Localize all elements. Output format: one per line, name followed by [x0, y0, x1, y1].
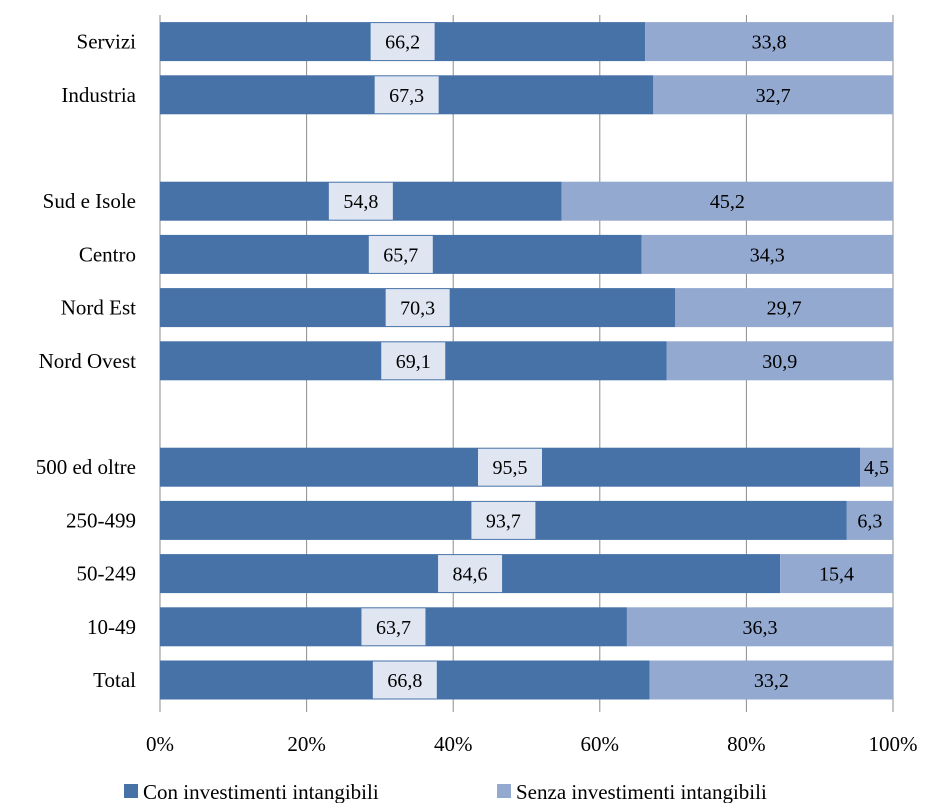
category-labels: Servizi Industria Sud e Isole Centro Nord Es…	[36, 30, 137, 692]
bar-senza-investimenti	[645, 22, 893, 62]
data-label: 67,3	[389, 85, 424, 107]
bar-senza-investimenti	[675, 288, 893, 328]
category-label: Total	[93, 668, 136, 692]
x-tick-label: 100%	[869, 732, 918, 756]
data-label: 36,3	[742, 617, 777, 639]
data-label: 84,6	[453, 564, 488, 586]
data-label-box	[370, 23, 435, 61]
bar-senza-investimenti	[653, 75, 893, 115]
category-label: Nord Ovest	[39, 349, 137, 373]
data-label: 33,8	[752, 32, 787, 54]
bar-senza-investimenti	[846, 500, 893, 540]
data-label: 70,3	[400, 298, 435, 320]
category-label: Servizi	[77, 30, 137, 54]
data-label-box	[478, 448, 543, 486]
bar-senza-investimenti	[860, 447, 893, 487]
data-label: 69,1	[396, 351, 431, 373]
data-labels: 66,2 33,8 67,3 32,7 54,8 45,2 65,7 34,3 70,3 29,7…	[328, 23, 889, 699]
data-label-box	[372, 661, 437, 699]
data-label: 4,5	[864, 457, 889, 479]
category-label: 500 ed oltre	[36, 455, 136, 479]
bar-senza-investimenti	[649, 660, 893, 700]
data-label: 34,3	[750, 244, 785, 266]
data-label: 33,2	[754, 670, 789, 692]
data-label-box	[368, 235, 433, 273]
data-label: 15,4	[819, 564, 854, 586]
category-label: 10-49	[87, 615, 136, 639]
data-label: 6,3	[857, 510, 882, 532]
data-label: 65,7	[383, 244, 418, 266]
x-tick-label: 40%	[434, 732, 473, 756]
legend-swatch-con	[124, 784, 138, 798]
data-label: 54,8	[343, 191, 378, 213]
data-label-box	[374, 76, 439, 114]
data-label-box	[381, 342, 446, 380]
data-label: 95,5	[493, 457, 528, 479]
bar-senza-investimenti	[666, 341, 893, 381]
category-label: Sud e Isole	[43, 189, 136, 213]
x-tick-label: 20%	[287, 732, 326, 756]
category-label: Nord Est	[61, 296, 136, 320]
category-label: 50-249	[77, 562, 137, 586]
data-label: 66,2	[385, 32, 420, 54]
x-tick-label: 0%	[146, 732, 174, 756]
legend-swatch-senza	[497, 784, 511, 798]
data-label: 32,7	[756, 85, 791, 107]
bar-senza-investimenti	[561, 181, 893, 221]
x-tick-label: 80%	[727, 732, 766, 756]
legend-label-senza: Senza investimenti intangibili	[516, 780, 767, 803]
data-label: 45,2	[710, 191, 745, 213]
data-label: 93,7	[486, 510, 521, 532]
data-label: 63,7	[376, 617, 411, 639]
data-label-box	[438, 555, 503, 593]
data-label-box	[471, 501, 536, 539]
x-tick-labels: 0% 20% 40% 60% 80% 100%	[146, 732, 918, 756]
data-label: 29,7	[767, 298, 802, 320]
data-label: 66,8	[387, 670, 422, 692]
category-label: 250-499	[66, 508, 136, 532]
x-tick-label: 60%	[581, 732, 620, 756]
category-label: Industria	[61, 83, 136, 107]
bar-senza-investimenti	[780, 554, 893, 594]
data-label-box	[328, 182, 393, 220]
bar-senza-investimenti	[641, 234, 893, 274]
legend: Con investimenti intangibili Senza inves…	[124, 780, 767, 803]
data-label: 30,9	[762, 351, 797, 373]
category-label: Centro	[79, 242, 136, 266]
data-label-box	[385, 289, 450, 327]
legend-label-con: Con investimenti intangibili	[143, 780, 379, 803]
bar-senza-investimenti	[626, 607, 893, 647]
data-label-box	[361, 608, 426, 646]
